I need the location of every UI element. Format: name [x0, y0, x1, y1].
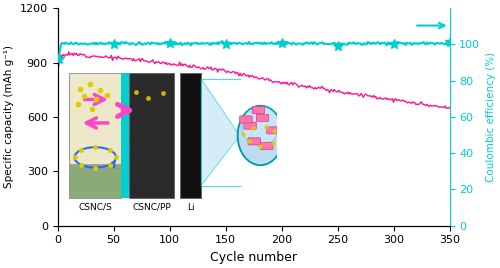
Y-axis label: Specific capacity (mAh g⁻¹): Specific capacity (mAh g⁻¹): [4, 45, 14, 188]
X-axis label: Cycle number: Cycle number: [210, 251, 297, 264]
Y-axis label: Coulombic efficiency (%): Coulombic efficiency (%): [486, 52, 496, 182]
